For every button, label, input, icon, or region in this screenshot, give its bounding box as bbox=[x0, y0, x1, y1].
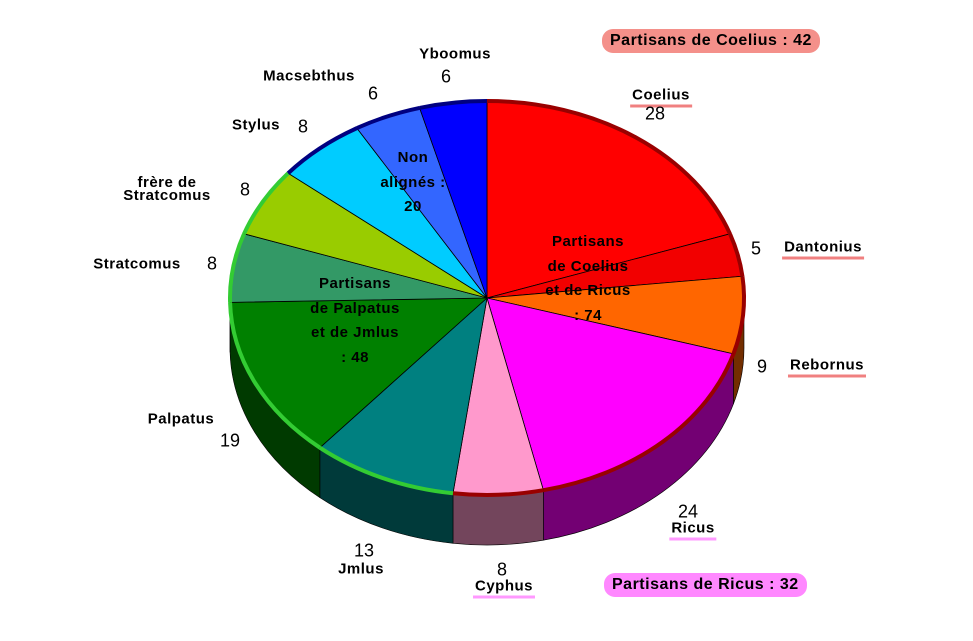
value-label: 8 bbox=[239, 179, 251, 200]
value-label: 24 bbox=[677, 501, 699, 522]
value-label: 8 bbox=[297, 116, 309, 137]
callout: Partisans de Coelius : 42 bbox=[602, 29, 820, 53]
slice-edge bbox=[228, 302, 321, 450]
slice-name: Dantonius bbox=[782, 239, 864, 260]
slice-edge bbox=[452, 488, 544, 497]
slice-edge bbox=[356, 105, 420, 130]
slice-name: Coelius bbox=[630, 87, 692, 108]
slice-edge bbox=[731, 275, 746, 355]
slice-name: Cyphus bbox=[472, 578, 536, 599]
slice-edge bbox=[228, 232, 246, 303]
slice-edge bbox=[242, 171, 290, 235]
slice-edge bbox=[728, 232, 745, 277]
group-label: Partisans de Palpatus et de Jmlus : 48 bbox=[310, 275, 400, 366]
slice-name: Ricus bbox=[669, 520, 717, 541]
value-label: 9 bbox=[756, 356, 768, 377]
slice-name: Jmlus bbox=[338, 560, 384, 578]
slice-edge bbox=[419, 99, 488, 110]
value-label: 5 bbox=[750, 238, 762, 259]
value-label: 19 bbox=[219, 430, 241, 451]
value-label: 6 bbox=[367, 83, 379, 104]
group-label: Non alignés : 20 bbox=[380, 149, 446, 215]
slice-name: Stratcomus bbox=[93, 255, 181, 273]
slice-name: frère de Stratcomus bbox=[123, 174, 211, 204]
slice-edge bbox=[318, 445, 454, 496]
value-label: 8 bbox=[206, 253, 218, 274]
value-label: 28 bbox=[644, 103, 666, 124]
slice-name: Palpatus bbox=[147, 410, 215, 428]
slice-edge bbox=[543, 353, 736, 493]
value-label: 6 bbox=[440, 66, 452, 87]
slice-name: Stylus bbox=[231, 116, 281, 134]
slice-name: Rebornus bbox=[787, 357, 867, 378]
callout: Partisans de Ricus : 32 bbox=[604, 573, 807, 597]
slice-side bbox=[452, 489, 544, 546]
slice-edge bbox=[486, 99, 732, 235]
slice-edge bbox=[286, 126, 358, 175]
value-label: 8 bbox=[496, 559, 508, 580]
slice-name: Macsebthus bbox=[263, 67, 355, 85]
slice-name: Yboomus bbox=[419, 45, 491, 63]
value-label: 13 bbox=[353, 540, 375, 561]
group-label: Partisans de Coelius et de Ricus : 74 bbox=[545, 233, 631, 324]
